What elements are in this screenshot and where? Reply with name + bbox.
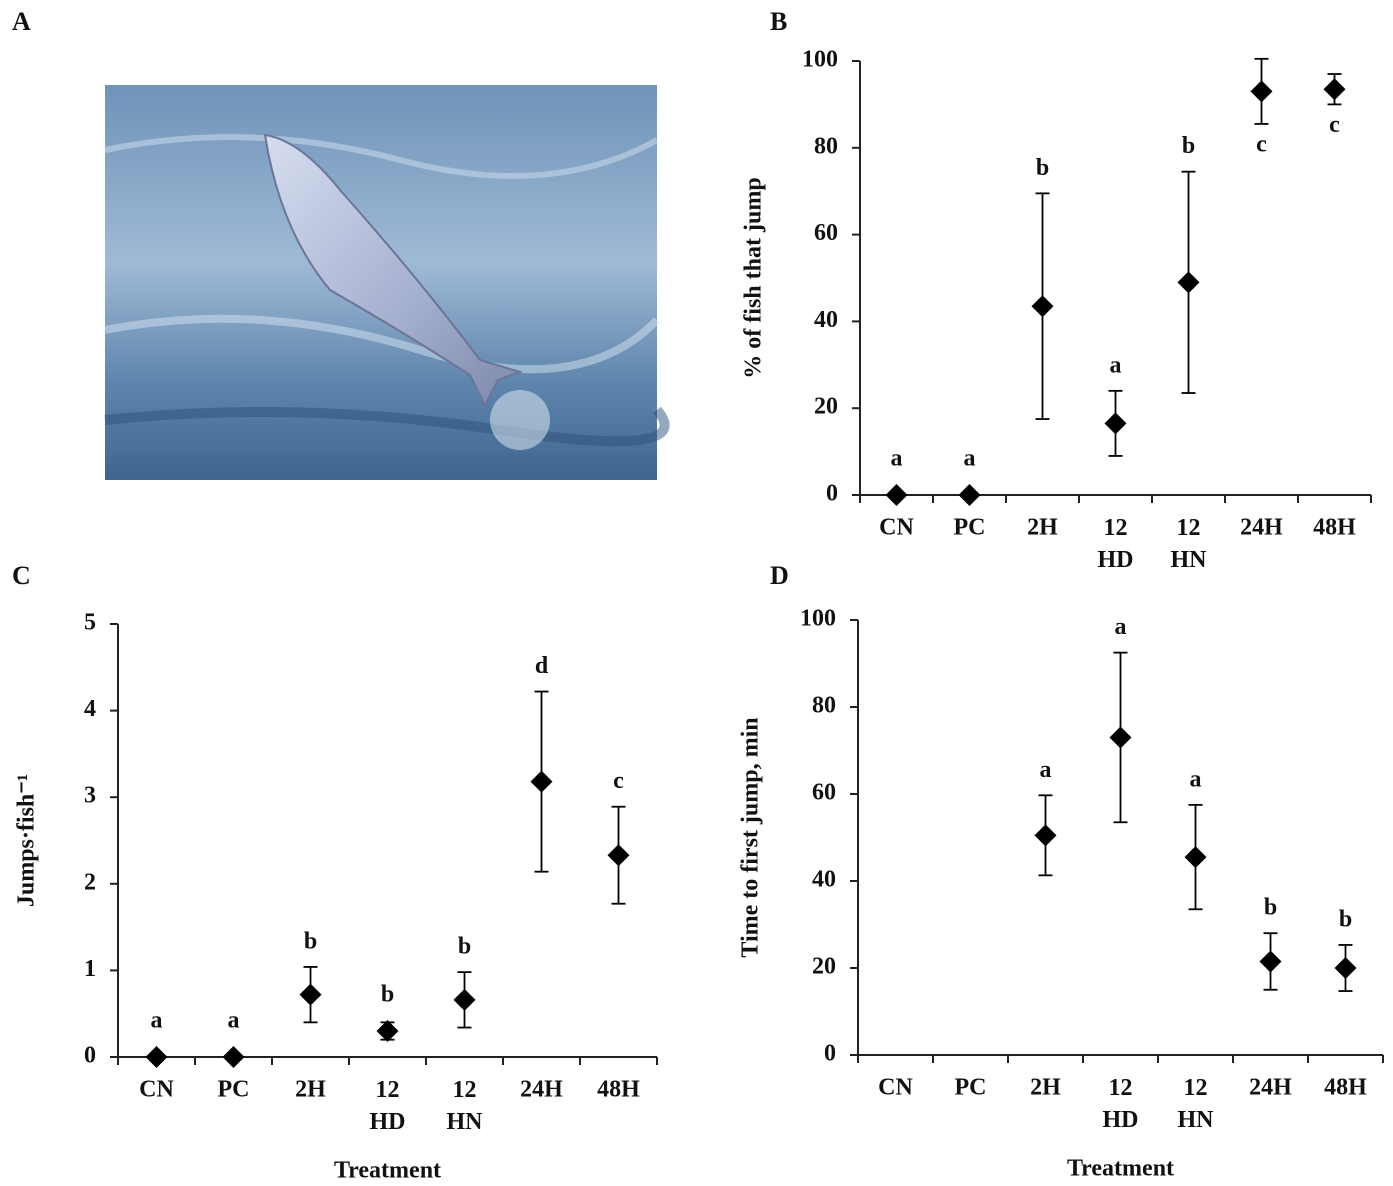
x-tick-label: 12 HN bbox=[447, 1077, 484, 1135]
x-tick-label: 12 HD bbox=[1098, 515, 1134, 573]
significance-letter: b bbox=[304, 928, 317, 954]
x-tick-label: CN bbox=[878, 1075, 913, 1101]
significance-letter: c bbox=[1256, 131, 1267, 157]
significance-letter: a bbox=[228, 1008, 240, 1034]
panel-label: C bbox=[12, 561, 31, 590]
x-tick-label: CN bbox=[879, 515, 914, 541]
significance-letter: d bbox=[535, 653, 549, 679]
x-tick-label: 2H bbox=[1030, 1075, 1061, 1101]
y-tick-label: 2 bbox=[84, 869, 96, 895]
point bbox=[1259, 950, 1282, 973]
y-tick-label: 40 bbox=[814, 307, 838, 333]
y-tick-label: 100 bbox=[800, 606, 836, 632]
point bbox=[299, 983, 322, 1006]
photo bbox=[104, 85, 670, 480]
y-tick-label: 80 bbox=[814, 133, 838, 159]
significance-letter: b bbox=[381, 982, 394, 1008]
y-tick-label: 4 bbox=[84, 696, 96, 722]
x-tick-label: 12 HN bbox=[1178, 1075, 1215, 1133]
x-tick-label: PC bbox=[955, 1075, 987, 1101]
significance-letter: a bbox=[1110, 352, 1122, 378]
point bbox=[1177, 271, 1200, 294]
y-tick-label: 3 bbox=[84, 783, 96, 809]
point bbox=[607, 844, 630, 867]
point bbox=[530, 770, 553, 793]
x-tick-label: CN bbox=[139, 1077, 174, 1103]
y-tick-label: 100 bbox=[802, 47, 838, 73]
panel-label: D bbox=[770, 561, 789, 590]
point bbox=[453, 988, 476, 1011]
x-tick-label: 48H bbox=[1313, 515, 1356, 541]
significance-letter: c bbox=[1329, 112, 1340, 138]
point bbox=[1334, 957, 1357, 979]
x-axis-label: Treatment bbox=[334, 1158, 441, 1184]
panel-label: A bbox=[12, 7, 31, 36]
y-tick-label: 60 bbox=[812, 780, 836, 806]
y-tick-label: 80 bbox=[812, 693, 836, 719]
y-tick-label: 60 bbox=[814, 220, 838, 246]
point bbox=[222, 1046, 245, 1068]
x-tick-label: 12 HN bbox=[1171, 515, 1208, 573]
y-tick-label: 40 bbox=[812, 867, 836, 893]
significance-letter: a bbox=[891, 446, 903, 472]
point bbox=[1109, 726, 1132, 749]
x-tick-label: 12 HD bbox=[370, 1077, 406, 1135]
x-axis-label: Treatment bbox=[1067, 1156, 1174, 1182]
x-tick-label: 2H bbox=[295, 1077, 326, 1103]
y-axis-label: Jumps·fish⁻¹ bbox=[14, 774, 40, 907]
panel-label: B bbox=[770, 7, 787, 36]
x-tick-label: 2H bbox=[1027, 515, 1058, 541]
point bbox=[1034, 824, 1057, 847]
y-tick-label: 0 bbox=[84, 1043, 96, 1069]
significance-letter: a bbox=[1040, 757, 1052, 783]
significance-letter: a bbox=[1115, 614, 1127, 640]
x-tick-label: PC bbox=[218, 1077, 250, 1103]
significance-letter: b bbox=[1036, 155, 1049, 181]
x-tick-label: 12 HD bbox=[1103, 1075, 1139, 1133]
x-tick-label: 24H bbox=[520, 1077, 563, 1103]
x-tick-label: 48H bbox=[597, 1077, 640, 1103]
x-tick-label: PC bbox=[954, 515, 986, 541]
y-axis-label: % of fish that jump bbox=[741, 177, 767, 378]
y-tick-label: 0 bbox=[824, 1041, 836, 1067]
point bbox=[1104, 412, 1127, 435]
y-tick-label: 20 bbox=[814, 394, 838, 420]
significance-letter: c bbox=[613, 768, 624, 794]
significance-letter: b bbox=[1339, 906, 1352, 932]
significance-letter: b bbox=[1264, 895, 1277, 921]
significance-letter: b bbox=[1182, 133, 1195, 159]
y-tick-label: 1 bbox=[84, 956, 96, 982]
point bbox=[958, 484, 981, 506]
y-axis-label: Time to first jump, min bbox=[738, 717, 764, 957]
point bbox=[145, 1046, 168, 1068]
significance-letter: a bbox=[151, 1008, 163, 1034]
y-tick-label: 5 bbox=[84, 610, 96, 636]
point bbox=[1031, 295, 1054, 318]
significance-letter: a bbox=[1190, 766, 1202, 792]
point bbox=[1250, 80, 1273, 103]
point bbox=[885, 484, 908, 506]
point bbox=[376, 1020, 399, 1043]
x-tick-label: 24H bbox=[1240, 515, 1283, 541]
y-tick-label: 20 bbox=[812, 954, 836, 980]
x-tick-label: 24H bbox=[1249, 1075, 1292, 1101]
y-tick-label: 0 bbox=[826, 481, 838, 507]
point bbox=[1323, 78, 1346, 101]
significance-letter: a bbox=[964, 446, 976, 472]
significance-letter: b bbox=[458, 934, 471, 960]
point bbox=[1184, 846, 1207, 869]
x-tick-label: 48H bbox=[1324, 1075, 1367, 1101]
